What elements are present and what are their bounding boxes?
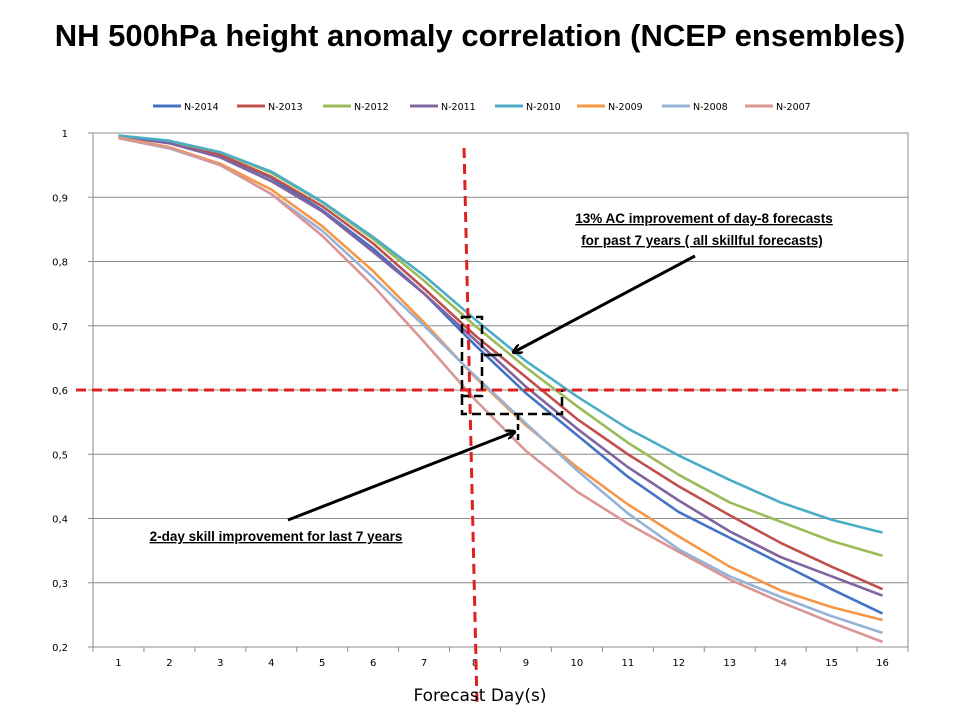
annotations: 13% AC improvement of day-8 forecasts fo… bbox=[150, 211, 833, 544]
x-tick-label: 14 bbox=[774, 658, 787, 669]
legend: N-2014 N-2013 N-2012 N-2011 N-2010 N-2009 N-20… bbox=[153, 102, 811, 113]
series-line bbox=[118, 136, 883, 622]
reference-lines bbox=[76, 147, 898, 706]
x-tick-label: 2 bbox=[166, 658, 172, 669]
arrow-to-day8 bbox=[514, 254, 696, 352]
arrow-to-skill bbox=[287, 432, 514, 522]
y-tick-label: 0,8 bbox=[52, 258, 68, 269]
legend-label: N-2007 bbox=[776, 102, 811, 113]
legend-label: N-2013 bbox=[268, 102, 303, 113]
y-tick-label: 0,4 bbox=[52, 515, 68, 526]
y-tick-label: 1 bbox=[62, 129, 68, 140]
x-tick-label: 7 bbox=[421, 658, 427, 669]
x-tick-label: 6 bbox=[370, 658, 376, 669]
legend-label: N-2009 bbox=[608, 102, 643, 113]
annotation-top-line2: for past 7 years ( all skillful forecast… bbox=[581, 233, 823, 248]
series-lines bbox=[118, 134, 884, 644]
x-tick-label: 9 bbox=[523, 658, 529, 669]
legend-label: N-2010 bbox=[526, 102, 561, 113]
series-line bbox=[118, 134, 883, 534]
x-tick-label: 12 bbox=[672, 658, 685, 669]
x-tick-label: 16 bbox=[876, 658, 889, 669]
y-axis-ticks: 1 0,9 0,8 0,7 0,6 0,5 0,4 0,3 0,2 bbox=[52, 129, 93, 654]
legend-label: N-2012 bbox=[354, 102, 389, 113]
y-tick-label: 0,3 bbox=[52, 579, 68, 590]
legend-label: N-2011 bbox=[441, 102, 476, 113]
y-tick-label: 0,9 bbox=[52, 193, 68, 204]
x-tick-label: 10 bbox=[571, 658, 584, 669]
series-line bbox=[118, 136, 883, 644]
x-tick-label: 13 bbox=[723, 658, 736, 669]
skill-bracket bbox=[460, 390, 564, 416]
x-tick-label: 11 bbox=[621, 658, 634, 669]
y-tick-label: 0,7 bbox=[52, 322, 68, 333]
y-tick-label: 0,5 bbox=[52, 450, 68, 461]
chart-title: NH 500hPa height anomaly correlation (NC… bbox=[54, 18, 906, 53]
annotation-bottom: 2-day skill improvement for last 7 years bbox=[150, 529, 403, 544]
legend-label: N-2008 bbox=[693, 102, 728, 113]
series-line bbox=[118, 134, 884, 591]
y-tick-label: 0,2 bbox=[52, 643, 68, 654]
x-tick-label: 5 bbox=[319, 658, 325, 669]
legend-label: N-2014 bbox=[184, 102, 219, 113]
y-tick-label: 0,6 bbox=[52, 386, 68, 397]
series-line bbox=[118, 134, 883, 597]
x-tick-label: 15 bbox=[825, 658, 838, 669]
annotation-top-line1: 13% AC improvement of day-8 forecasts bbox=[575, 211, 833, 226]
day8-bracket bbox=[460, 315, 484, 398]
x-axis-ticks: 12345678910111213141516 bbox=[92, 647, 909, 669]
x-tick-label: 1 bbox=[115, 658, 121, 669]
series-line bbox=[118, 134, 883, 558]
x-tick-label: 3 bbox=[217, 658, 223, 669]
x-axis-label: Forecast Day(s) bbox=[413, 686, 547, 706]
x-tick-label: 4 bbox=[268, 658, 274, 669]
vertical-reference-line bbox=[462, 147, 479, 706]
